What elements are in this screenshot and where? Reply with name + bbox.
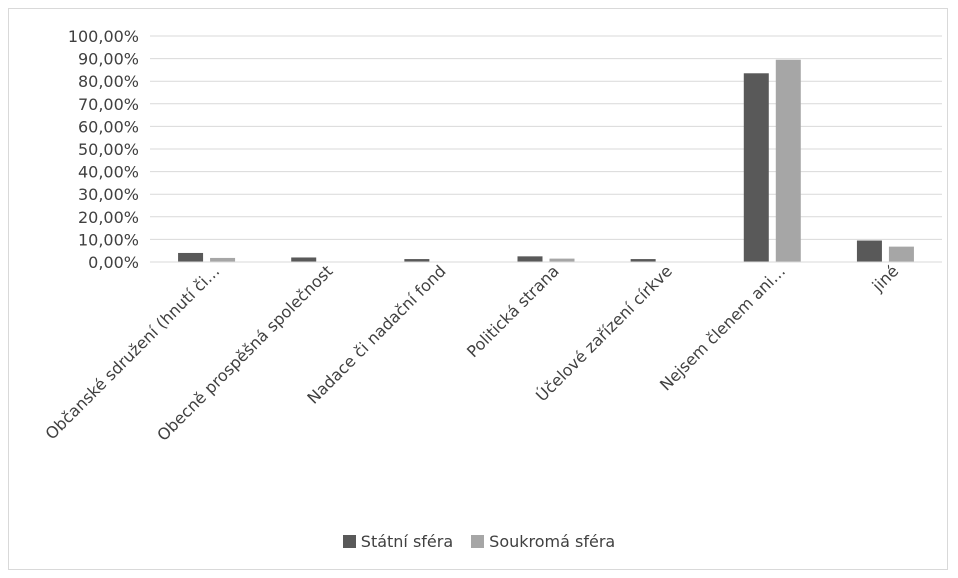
bar [178,252,204,262]
bars [178,59,914,263]
bar [630,259,656,262]
y-tick-label: 20,00% [78,208,139,227]
legend-label: Státní sféra [360,532,454,551]
x-category-label: Politická strana [463,261,563,361]
y-tick-label: 40,00% [78,163,139,182]
legend-item: Státní sféra [342,532,454,551]
bar [775,59,801,263]
legend: Státní sféra Soukromá sféra [0,532,958,551]
x-category-label: jiné [868,261,903,296]
x-category-label: Občanské sdružení (hnutí či… [41,261,223,443]
y-tick-label: 90,00% [78,50,139,69]
legend-swatch [342,535,356,548]
bar [549,258,575,262]
y-tick-label: 30,00% [78,185,139,204]
y-tick-label: 80,00% [78,72,139,91]
bar [210,257,236,262]
x-category-label: Obecně prospěšná společnost [153,261,336,444]
legend-item: Soukromá sféra [471,532,615,551]
bar [888,246,914,262]
y-tick-label: 100,00% [68,27,139,46]
y-tick-label: 10,00% [78,230,139,249]
y-tick-label: 70,00% [78,95,139,114]
x-category-label: Nejsem členem ani… [656,261,789,394]
y-tick-label: 60,00% [78,117,139,136]
y-tick-label: 50,00% [78,140,139,159]
bar [856,240,882,262]
bar [743,73,769,262]
legend-label: Soukromá sféra [489,532,616,551]
bar [404,259,430,262]
bar [517,256,543,262]
y-tick-label: 0,00% [88,253,139,272]
y-axis-tick-labels: 0,00% 10,00% 20,00% 30,00% 40,00% 50,00% 60,00… [68,27,139,272]
x-axis-category-labels: Občanské sdružení (hnutí či…Obecně prosp… [41,261,902,444]
legend-swatch [471,535,485,548]
bar [291,257,317,262]
gridlines [150,35,942,240]
